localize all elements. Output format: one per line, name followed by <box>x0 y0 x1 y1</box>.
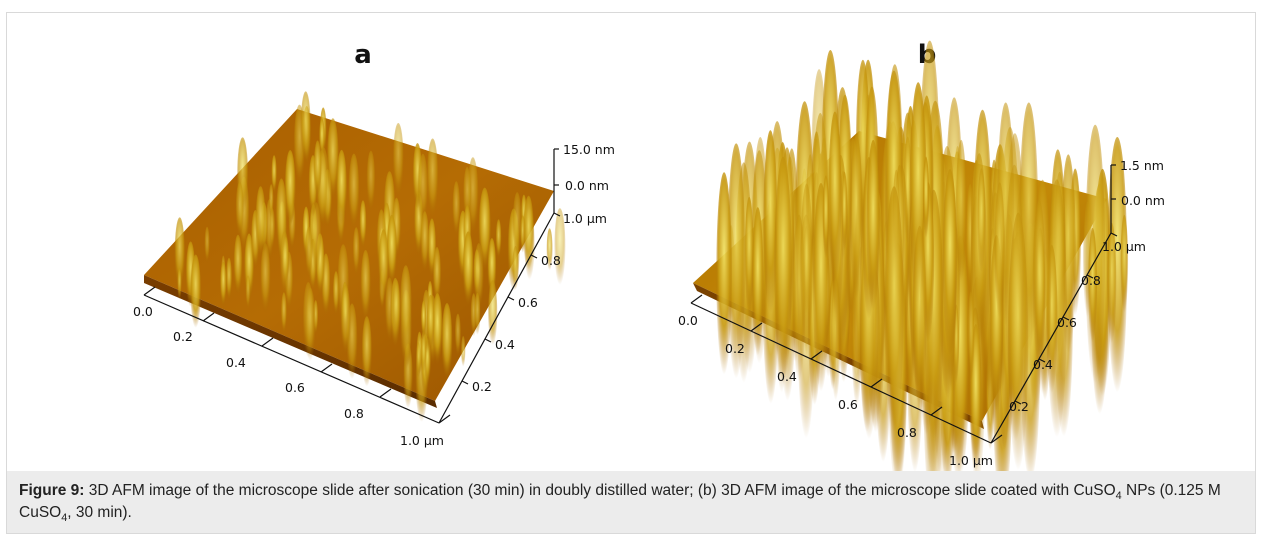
surface-bump <box>400 265 412 348</box>
panel-a-x-tick: 0.8 <box>344 406 364 421</box>
surface-bump <box>923 157 929 239</box>
surface-bump <box>416 342 421 377</box>
panel-b-x-tick: 0.8 <box>897 425 917 440</box>
panel-b-y-tick: 0.6 <box>1057 315 1077 330</box>
surface-bump <box>234 235 243 295</box>
surface-bump <box>842 172 848 251</box>
surface-bump <box>913 226 927 405</box>
surface-bump <box>867 140 880 311</box>
surface-bump <box>1121 215 1129 313</box>
surface-bump <box>314 141 322 196</box>
caption-label: Figure 9: <box>19 482 84 499</box>
surface-bump <box>393 280 401 337</box>
surface-bump <box>269 208 275 249</box>
surface-bump <box>220 262 226 306</box>
surface-bump <box>977 168 985 272</box>
figure-caption: Figure 9: 3D AFM image of the microscope… <box>7 471 1255 533</box>
figure-frame: a <box>6 12 1256 534</box>
panel-b-peaks <box>716 41 1128 471</box>
surface-bump <box>956 140 967 281</box>
panel-b-x-tick: 0.0 <box>678 313 698 328</box>
surface-bump <box>421 211 430 271</box>
surface-bump <box>427 295 435 349</box>
surface-bump <box>301 91 311 161</box>
surface-bump <box>226 258 232 300</box>
surface-bump <box>1008 213 1028 471</box>
panel-a-y-tick: 0.4 <box>495 337 515 352</box>
surface-bump <box>205 227 210 263</box>
panel-b-x-tick: 1.0 µm <box>949 453 993 468</box>
panel-b-x-tick: 0.2 <box>725 341 745 356</box>
surface-bump <box>1033 200 1046 369</box>
panel-a-label: a <box>354 40 372 70</box>
surface-bump <box>831 277 840 400</box>
panel-a-x-tick: 0.4 <box>226 355 246 370</box>
surface-bump <box>823 175 829 258</box>
panel-b-z-zero-label: 0.0 nm <box>1121 193 1165 208</box>
surface-bump <box>281 292 287 333</box>
panel-a-y-tick: 0.8 <box>541 253 561 268</box>
panel-a-x-tick: 1.0 µm <box>400 433 444 448</box>
surface-bump <box>256 186 266 257</box>
surface-bump <box>943 169 957 356</box>
panel-b-y-tick: 0.8 <box>1081 273 1101 288</box>
panel-a-y-tick: 0.6 <box>518 295 538 310</box>
surface-bump <box>177 268 181 299</box>
afm-figure: a <box>7 13 1255 471</box>
panel-b-x-tick: 0.4 <box>777 369 797 384</box>
surface-bump <box>442 303 453 379</box>
surface-bump <box>452 181 460 235</box>
caption-text-3: , 30 min). <box>67 504 132 521</box>
panel-b-y-tick: 0.4 <box>1033 357 1053 372</box>
surface-bump <box>305 227 312 278</box>
surface-bump <box>421 301 426 337</box>
surface-bump <box>479 188 491 272</box>
surface-bump <box>828 112 841 281</box>
panel-a-z-top-label: 15.0 nm <box>563 142 615 157</box>
surface-bump <box>341 285 351 354</box>
surface-bump <box>513 192 522 255</box>
surface-bump <box>305 288 315 361</box>
surface-bump <box>455 314 461 356</box>
surface-bump <box>968 291 975 381</box>
panel-b: b <box>678 40 1165 471</box>
surface-bump <box>246 275 251 309</box>
panel-a: a <box>133 40 615 448</box>
panel-b-z-top-label: 1.5 nm <box>1120 158 1164 173</box>
surface-bump <box>427 139 438 218</box>
caption-text-1: 3D AFM image of the microscope slide aft… <box>84 482 1115 499</box>
surface-bump <box>393 123 404 197</box>
panel-a-z-zero-label: 0.0 nm <box>565 178 609 193</box>
panel-a-y-tick: 0.2 <box>472 379 492 394</box>
surface-bump <box>280 231 289 295</box>
figure-image-area: a <box>7 13 1255 471</box>
surface-bump <box>496 219 502 258</box>
panel-a-x-tick: 0.6 <box>285 380 305 395</box>
surface-bump <box>461 336 465 367</box>
surface-bump <box>236 182 244 237</box>
surface-bump <box>995 182 1005 318</box>
panel-a-x-tick: 0.2 <box>173 329 193 344</box>
panel-b-y-tick: 0.2 <box>1009 399 1029 414</box>
surface-bump <box>362 316 372 386</box>
panel-a-y-tick: 1.0 µm <box>563 211 607 226</box>
surface-bump <box>474 293 480 335</box>
surface-bump <box>360 200 367 248</box>
surface-bump <box>349 154 360 229</box>
surface-bump <box>800 184 813 348</box>
surface-bump <box>361 250 371 320</box>
surface-bump <box>353 227 360 275</box>
panel-b-y-tick: 1.0 µm <box>1102 239 1146 254</box>
surface-bump <box>379 229 389 300</box>
surface-bump <box>333 271 339 315</box>
surface-bump <box>367 151 376 212</box>
panel-a-x-tick: 0.0 <box>133 304 153 319</box>
panel-b-x-tick: 0.6 <box>838 397 858 412</box>
surface-bump <box>463 231 474 305</box>
surface-bump <box>488 280 497 345</box>
surface-bump <box>421 331 427 372</box>
